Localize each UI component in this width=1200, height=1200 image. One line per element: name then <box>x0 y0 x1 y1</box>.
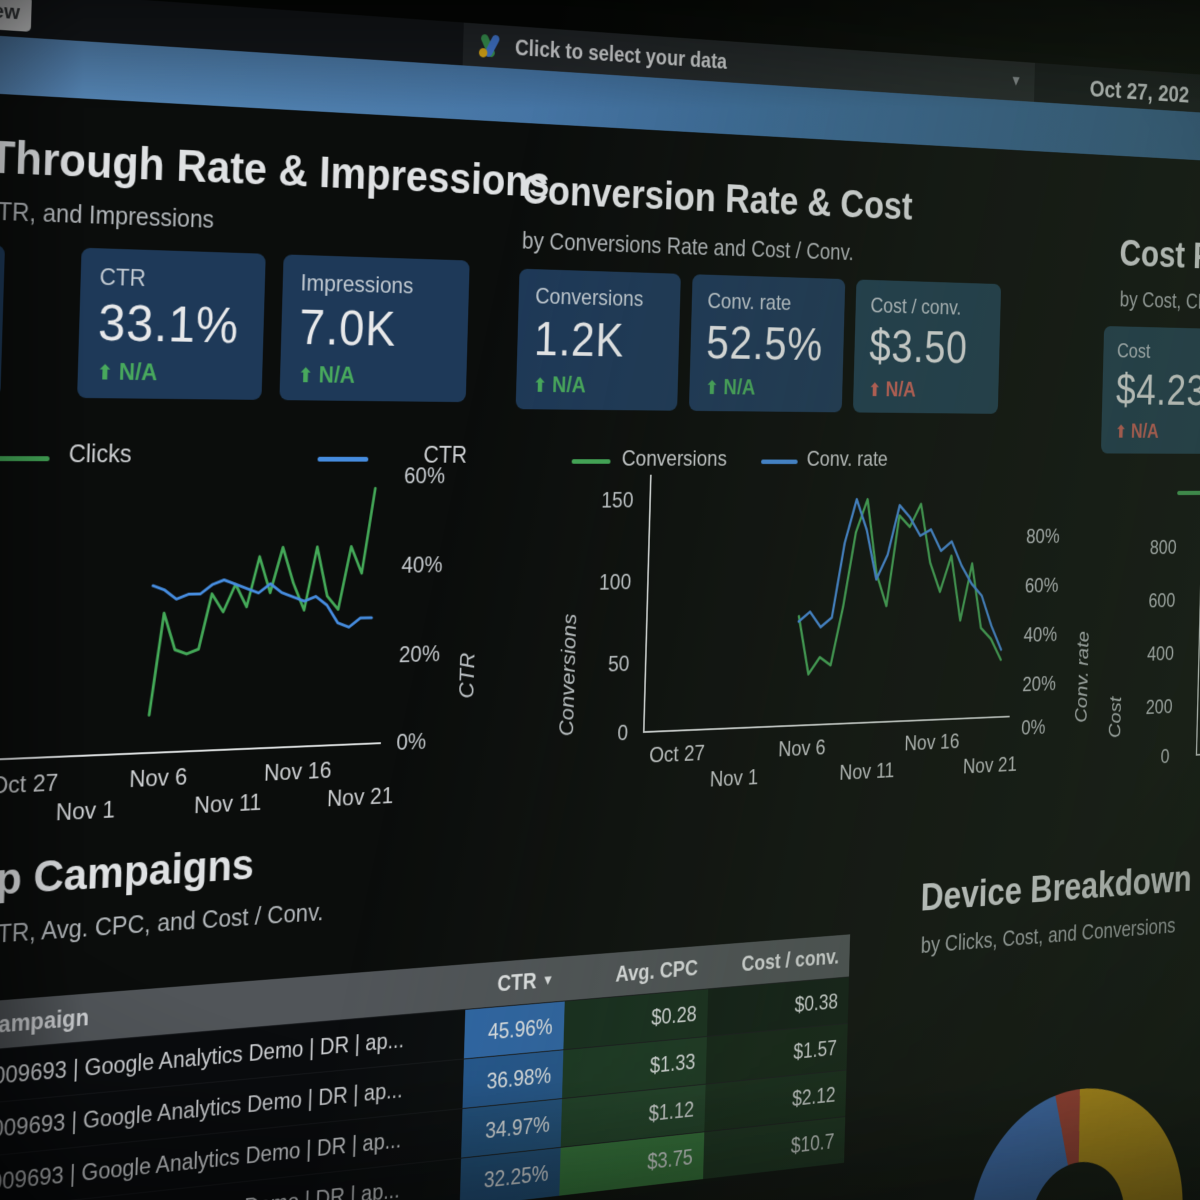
section-subtitle-device: by Clicks, Cost, and Conversions <box>920 914 1176 959</box>
cell-ctr: 45.96% <box>463 1001 565 1059</box>
section-subtitle-campaigns: by CTR, Avg. CPC, and Cost / Conv. <box>0 898 324 952</box>
scorecard-value: $3.50 <box>868 320 969 374</box>
scorecard-conv-rate: Conv. rate 52.5% ⬆ N/A <box>688 274 846 413</box>
legend-swatch-conv-rate <box>761 459 798 465</box>
x-tick: Nov 16 <box>904 729 960 756</box>
line-chart-ctr-impressions <box>0 475 387 759</box>
legend-item-conv-rate[interactable]: Conv. rate <box>806 447 889 472</box>
y-tick: 20% <box>398 641 441 668</box>
y-axis-title-conversions: Conversions <box>555 613 582 737</box>
section-title-campaigns: Top Campaigns <box>0 840 255 908</box>
scorecard-value: 1.2K <box>533 312 625 368</box>
y-tick: 40% <box>401 552 443 579</box>
scorecard-label: Impressions <box>300 270 414 300</box>
y-tick: 0 <box>1160 745 1170 769</box>
campaigns-table: Campaign CTR ▼ Avg. CPC Cost / conv. 100… <box>0 934 851 1200</box>
x-tick: Nov 6 <box>777 735 826 762</box>
y-tick: 50 <box>607 651 630 678</box>
x-tick: Nov 21 <box>326 783 394 813</box>
up-arrow-icon: ⬆ <box>532 375 548 397</box>
scorecard-ctr: CTR 33.1% ⬆ N/A <box>77 247 266 400</box>
section-title-cost: Cost Per Click <box>1119 232 1200 281</box>
y-tick: 600 <box>1148 589 1176 613</box>
y-tick: 60% <box>403 463 446 489</box>
x-tick: Nov 11 <box>193 789 262 820</box>
column-header-ctr[interactable]: CTR ▼ <box>465 956 566 1009</box>
y-axis-title-ctr: CTR <box>455 652 480 699</box>
y-tick: 60% <box>1024 574 1059 598</box>
up-arrow-icon: ⬆ <box>868 380 882 401</box>
section-subtitle-ctr-impressions: by Clicks, CTR, and Impressions <box>0 193 215 234</box>
y-tick: 0% <box>1020 715 1046 740</box>
view-button[interactable]: View <box>0 0 32 32</box>
scorecard-impressions: Impressions 7.0K ⬆ N/A <box>279 254 470 403</box>
y-tick: 100 <box>598 570 632 596</box>
scorecard-label: Conv. rate <box>707 289 792 316</box>
y-axis-title-conv-rate: Conv. rate <box>1072 630 1093 724</box>
y-tick: 40% <box>1023 623 1058 648</box>
y-tick: 200 <box>1145 695 1173 720</box>
y-tick: 20% <box>1022 672 1057 697</box>
legend-swatch-clicks <box>0 456 50 462</box>
scorecard-label: Conversions <box>534 283 644 312</box>
legend-swatch-ctr <box>317 456 369 462</box>
y-axis-line <box>1195 526 1200 756</box>
section-subtitle-cost: by Cost, CPC <box>1119 287 1200 315</box>
y-tick: 400 <box>1146 642 1175 666</box>
scorecard-delta: N/A <box>723 375 756 400</box>
legend-swatch-conversions <box>571 459 611 464</box>
section-title-device: Device Breakdown <box>920 858 1193 920</box>
scorecard-label: CTR <box>99 264 147 292</box>
scorecard-delta: N/A <box>118 359 158 387</box>
section-title-ctr-impressions: Click Through Rate & Impressions <box>0 124 551 207</box>
up-arrow-icon: ⬆ <box>704 377 720 399</box>
scorecard-label: Cost / conv. <box>870 293 962 320</box>
scorecard-delta: N/A <box>551 372 587 398</box>
scorecard-conversions: Conversions 1.2K ⬆ N/A <box>515 268 681 411</box>
x-tick: Nov 1 <box>709 765 759 792</box>
up-arrow-icon: ⬆ <box>1114 422 1128 442</box>
section-title-conversion: Conversion Rate & Cost <box>521 167 914 229</box>
google-ads-logo-icon <box>478 32 504 59</box>
y-tick: 80% <box>1025 525 1060 549</box>
legend-item-clicks[interactable]: Clicks <box>68 440 132 469</box>
legend-swatch-cost <box>1177 490 1200 496</box>
x-tick: Nov 1 <box>55 796 116 827</box>
scorecard-value: $4.23K <box>1115 365 1200 416</box>
scorecard-label: Cost <box>1116 339 1151 363</box>
y-tick: 800 <box>1149 536 1177 560</box>
donut-chart-device-breakdown: 36.6% 59.7% <box>965 1077 1186 1200</box>
sort-descending-icon: ▼ <box>541 971 555 989</box>
up-arrow-icon: ⬆ <box>297 364 314 388</box>
section-subtitle-conversion: by Conversions Rate and Cost / Conv. <box>521 228 855 266</box>
y-tick: 150 <box>601 488 634 514</box>
data-control-label: Click to select your data <box>514 35 728 73</box>
up-arrow-icon: ⬆ <box>96 361 114 385</box>
x-tick: Nov 16 <box>263 757 332 787</box>
x-tick: Oct 27 <box>648 741 706 769</box>
scorecard-delta: N/A <box>1130 420 1160 443</box>
date-range-control[interactable]: Oct 27, 202 <box>1089 75 1190 108</box>
scorecard-cost-per-conv: Cost / conv. $3.50 ⬆ N/A <box>852 279 1002 414</box>
x-tick: Oct 27 <box>0 769 59 800</box>
x-tick: Nov 11 <box>839 758 895 786</box>
scorecard-cost: Cost $4.23K ⬆ N/A <box>1100 326 1200 454</box>
chevron-down-icon[interactable]: ▼ <box>1009 72 1023 90</box>
legend-item-conversions[interactable]: Conversions <box>621 446 728 472</box>
y-tick: 0% <box>396 729 427 756</box>
x-tick: Nov 6 <box>128 763 188 794</box>
y-tick: 0 <box>617 720 629 746</box>
line-chart-conversion-rate <box>645 474 1016 731</box>
scorecard-value: 33.1% <box>97 294 240 355</box>
scorecard-value: 7.0K <box>298 299 398 358</box>
x-tick: Nov 21 <box>962 752 1018 779</box>
scorecard-delta: N/A <box>885 377 917 402</box>
scorecard-clicks-partial <box>0 238 5 398</box>
scorecard-delta: N/A <box>318 362 356 389</box>
scorecard-value: 52.5% <box>705 316 824 371</box>
y-axis-title-cost: Cost <box>1105 696 1126 739</box>
column-header-label: CTR <box>496 968 537 996</box>
